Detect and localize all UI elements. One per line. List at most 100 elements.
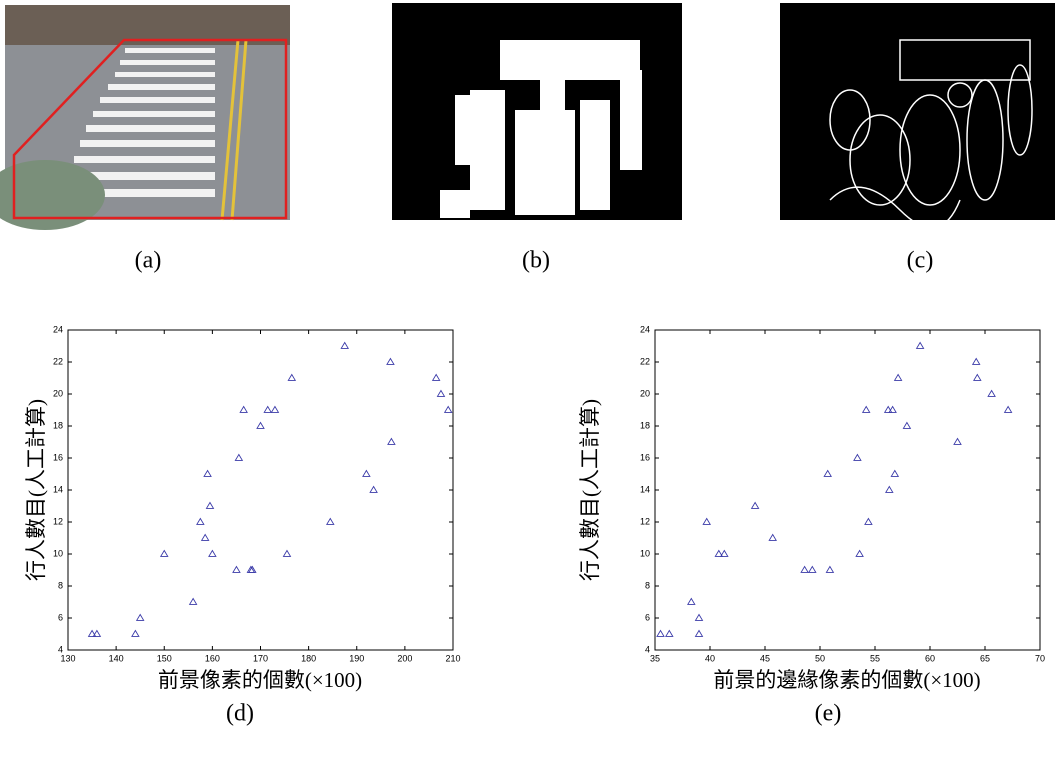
y-tick-label: 10: [640, 548, 650, 558]
marker: [197, 519, 204, 525]
panel-label: (e): [815, 701, 842, 727]
x-tick-label: 150: [157, 653, 172, 663]
marker: [283, 551, 290, 557]
marker: [809, 567, 816, 573]
y-tick-label: 16: [53, 452, 63, 462]
marker: [1005, 407, 1012, 413]
marker: [271, 407, 278, 413]
x-tick-label: 180: [301, 653, 316, 663]
marker: [209, 551, 216, 557]
x-tick-label: 35: [650, 653, 660, 663]
x-tick-label: 140: [109, 653, 124, 663]
foreground-mask: [392, 3, 682, 220]
x-tick-label: 40: [705, 653, 715, 663]
edge-mask: [780, 3, 1055, 228]
panel-label: (b): [522, 248, 550, 274]
marker: [233, 567, 240, 573]
marker: [161, 551, 168, 557]
marker: [190, 599, 197, 605]
marker: [891, 471, 898, 477]
x-tick-label: 160: [205, 653, 220, 663]
y-tick-label: 20: [53, 388, 63, 398]
x-axis-title: 前景像素的個數(×100): [158, 668, 362, 692]
marker: [363, 471, 370, 477]
x-tick-label: 170: [253, 653, 268, 663]
x-tick-label: 60: [925, 653, 935, 663]
marker: [327, 519, 334, 525]
y-tick-label: 22: [53, 356, 63, 366]
x-tick-label: 65: [980, 653, 990, 663]
marker: [257, 423, 264, 429]
marker: [288, 375, 295, 381]
y-tick-label: 14: [53, 484, 63, 494]
marker: [863, 407, 870, 413]
y-tick-label: 6: [58, 612, 63, 622]
y-tick-label: 24: [640, 324, 650, 334]
marker: [801, 567, 808, 573]
marker: [387, 359, 394, 365]
marker: [903, 423, 910, 429]
marker: [917, 343, 924, 349]
marker: [657, 631, 664, 637]
marker: [93, 631, 100, 637]
marker: [856, 551, 863, 557]
y-tick-label: 16: [640, 452, 650, 462]
figure: (a) (b) (c) 130 140 150 160 170 180 190 200 210 4…: [0, 0, 1064, 758]
marker: [132, 631, 139, 637]
y-tick-label: 20: [640, 388, 650, 398]
marker: [703, 519, 710, 525]
y-tick-label: 8: [58, 580, 63, 590]
marker: [445, 407, 452, 413]
marker: [696, 615, 703, 621]
marker: [886, 487, 893, 493]
marker: [688, 599, 695, 605]
marker: [854, 455, 861, 461]
marker: [235, 455, 242, 461]
marker: [89, 631, 96, 637]
y-tick-label: 18: [640, 420, 650, 430]
marker: [895, 375, 902, 381]
x-tick-label: 50: [815, 653, 825, 663]
x-tick-label: 130: [60, 653, 75, 663]
marker: [388, 439, 395, 445]
marker: [826, 567, 833, 573]
marker: [437, 391, 444, 397]
marker: [824, 471, 831, 477]
marker: [666, 631, 673, 637]
y-tick-label: 24: [53, 324, 63, 334]
marker: [769, 535, 776, 541]
marker: [137, 615, 144, 621]
marker: [696, 631, 703, 637]
x-axis-title: 前景的邊緣像素的個數(×100): [713, 668, 980, 692]
y-tick-label: 8: [645, 580, 650, 590]
marker: [954, 439, 961, 445]
marker: [206, 503, 213, 509]
y-axis-title: 行人數目(人工計算): [24, 399, 48, 581]
marker: [433, 375, 440, 381]
marker: [264, 407, 271, 413]
marker: [204, 471, 211, 477]
x-tick-label: 55: [870, 653, 880, 663]
marker: [865, 519, 872, 525]
y-tick-label: 18: [53, 420, 63, 430]
y-tick-label: 10: [53, 548, 63, 558]
x-tick-label: 45: [760, 653, 770, 663]
plot-frame: [68, 330, 453, 650]
page: {"images": [{"label": "(a)"}, {"label": …: [0, 0, 1064, 758]
marker: [988, 391, 995, 397]
y-axis-title: 行人數目(人工計算): [578, 399, 602, 581]
marker: [240, 407, 247, 413]
photo: [0, 5, 290, 230]
y-tick-label: 12: [640, 516, 650, 526]
panel-label: (c): [907, 248, 934, 274]
y-tick-label: 12: [53, 516, 63, 526]
plot-frame: [655, 330, 1040, 650]
marker: [752, 503, 759, 509]
panel-label: (a): [135, 248, 162, 274]
y-tick-label: 14: [640, 484, 650, 494]
x-tick-label: 200: [397, 653, 412, 663]
x-tick-label: 210: [445, 653, 460, 663]
x-tick-label: 190: [349, 653, 364, 663]
marker: [973, 359, 980, 365]
marker: [202, 535, 209, 541]
